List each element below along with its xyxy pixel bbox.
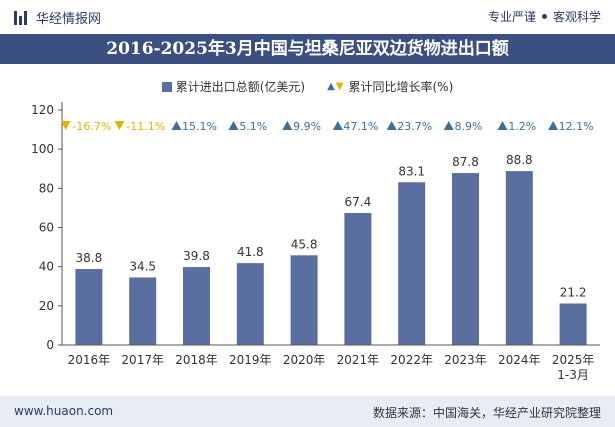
bar-value-label: 83.1: [398, 164, 425, 178]
y-tick-label: 120: [31, 103, 54, 117]
bar-value-label: 45.8: [291, 237, 318, 251]
growth-labels-group: -16.7% -11.1% 15.1% 5.1% 9.9% 47.1% 23.7% 8.9% 1…: [60, 120, 594, 133]
growth-rate-label: 8.9%: [455, 120, 483, 133]
bar: [183, 267, 210, 345]
y-tick-label: 80: [39, 181, 54, 195]
y-tick-label: 20: [39, 299, 54, 313]
legend-bar-swatch-icon: [161, 81, 172, 92]
bar: [452, 173, 479, 345]
value-labels-group: 38.8 34.5 39.8 41.8 45.8 67.4 83.1 87.8 88.8 21.2: [76, 153, 587, 299]
growth-rate-label: -11.1%: [126, 120, 165, 133]
x-tick-label: 2020年: [283, 353, 326, 367]
growth-rate-label: 5.1%: [239, 120, 267, 133]
bar-value-label: 21.2: [560, 285, 587, 299]
x-tick-label: 2017年: [121, 353, 164, 367]
growth-rate-label: 1.2%: [508, 120, 536, 133]
growth-down-arrow-icon: [60, 121, 71, 130]
growth-up-arrow-icon: [332, 121, 343, 130]
header: 华经情报网 专业严谨 客观科学: [0, 0, 615, 34]
bar: [505, 171, 533, 345]
growth-up-arrow-icon: [228, 121, 239, 130]
growth-rate-label: 47.1%: [343, 120, 378, 133]
y-tick-label: 0: [46, 338, 54, 352]
separator-dot-icon: [541, 14, 547, 19]
bar: [290, 255, 318, 345]
bar-value-label: 67.4: [345, 195, 372, 209]
growth-rate-label: 12.1%: [559, 120, 594, 133]
brand-name: 华经情报网: [36, 12, 102, 27]
x-tick-label: 2016年: [68, 353, 111, 367]
tagline-right: 客观科学: [552, 10, 601, 24]
x-tick-label: 2021年: [337, 353, 380, 367]
growth-up-arrow-icon: [282, 121, 293, 130]
x-tick-label: 2023年: [444, 353, 487, 367]
footer: www.huaon.com 数据来源：中国海关，华经产业研究院整理: [0, 396, 615, 427]
legend-growth-label: 累计同比增长率(%): [348, 80, 454, 94]
growth-rate-label: 23.7%: [397, 120, 432, 133]
tagline-left: 专业严谨: [487, 10, 536, 24]
footer-website-link[interactable]: www.huaon.com: [14, 404, 114, 418]
bar: [129, 277, 157, 345]
y-axis: 0 20 40 60 80 100 120: [31, 102, 63, 352]
y-tick-label: 40: [39, 260, 54, 274]
bar: [344, 213, 372, 345]
growth-up-arrow-icon: [171, 121, 182, 130]
bar-value-label: 38.8: [76, 251, 103, 265]
bar-value-label: 87.8: [452, 155, 479, 169]
bar: [559, 303, 587, 345]
x-tick-label: 2025年 1-3月: [552, 353, 595, 382]
legend-item-growth: ▲▼ 累计同比增长率(%): [327, 78, 453, 95]
growth-up-arrow-icon: [386, 121, 397, 130]
x-axis: 2016年 2017年 2018年 2019年 2020年 2021年 2022年 2023年…: [62, 344, 600, 382]
footer-source: 数据来源：中国海关，华经产业研究院整理: [372, 406, 601, 420]
chart-title: 2016-2025年3月中国与坦桑尼亚双边货物进出口额: [0, 34, 615, 64]
legend-bar-label: 累计进出口总额(亿美元): [175, 80, 306, 94]
x-tick-label: 2024年: [498, 353, 541, 367]
growth-up-arrow-icon: [548, 121, 559, 130]
y-tick-label: 100: [31, 142, 54, 156]
x-tick-label: 2022年: [390, 353, 433, 367]
bar-value-label: 39.8: [183, 249, 210, 263]
bar-value-label: 88.8: [506, 153, 533, 167]
tagline: 专业严谨 客观科学: [488, 8, 601, 25]
x-tick-label: 2019年: [229, 353, 272, 367]
y-tick-label: 60: [39, 221, 54, 235]
bar-value-label: 34.5: [129, 259, 156, 273]
bar-chart: 0 20 40 60 80 100 120 38.8 34.5 39.8 41.8 45.8 67.4…: [31, 102, 600, 382]
bar: [75, 269, 103, 345]
bar: [398, 182, 426, 345]
bar-value-label: 41.8: [237, 245, 264, 259]
legend-item-bars: 累计进出口总额(亿美元): [161, 78, 306, 95]
chart-legend: 累计进出口总额(亿美元) ▲▼ 累计同比增长率(%): [0, 78, 615, 95]
bar: [236, 263, 264, 345]
growth-down-arrow-icon: [114, 121, 125, 130]
bars-group: [75, 171, 587, 345]
legend-growth-markers-icon: ▲▼: [327, 81, 345, 92]
growth-rate-label: 9.9%: [293, 120, 321, 133]
brand-logo-icon: [14, 10, 28, 25]
growth-up-arrow-icon: [497, 121, 508, 130]
brand[interactable]: 华经情报网: [14, 8, 101, 27]
x-tick-label: 2018年: [175, 353, 218, 367]
growth-rate-label: -16.7%: [72, 120, 111, 133]
growth-up-arrow-icon: [443, 121, 454, 130]
growth-rate-label: 15.1%: [182, 120, 217, 133]
